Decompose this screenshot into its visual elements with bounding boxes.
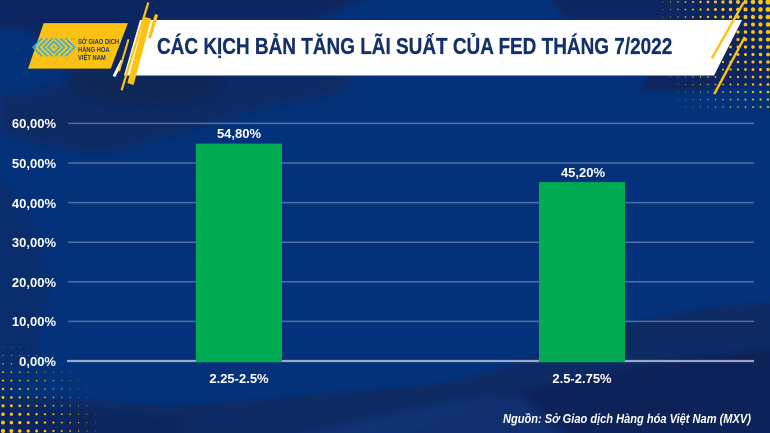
svg-text:™: ™ (71, 38, 76, 44)
